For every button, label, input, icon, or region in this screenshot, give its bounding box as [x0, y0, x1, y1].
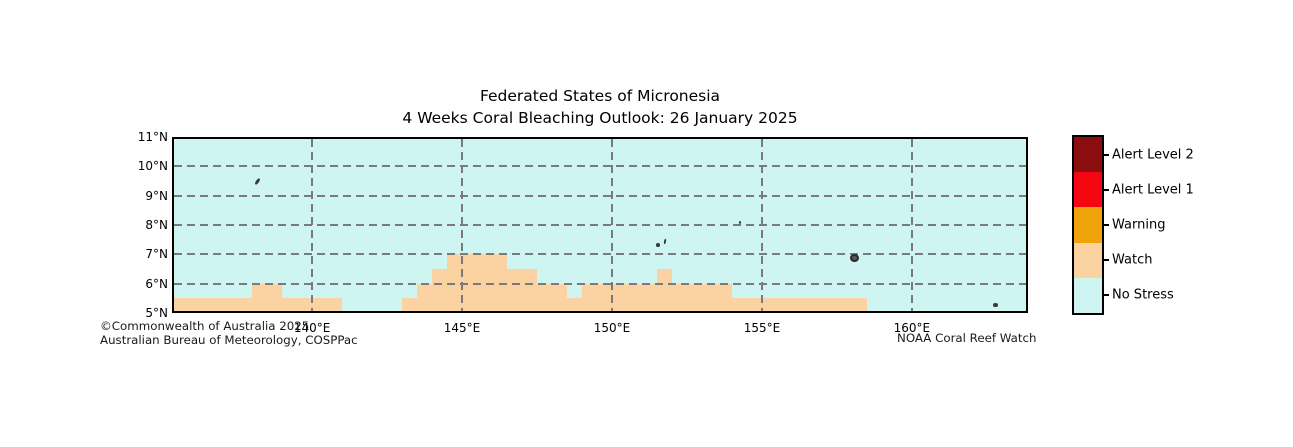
- lat-gridline: [174, 194, 1026, 197]
- map-border: [172, 137, 1028, 313]
- noaa-credit: NOAA Coral Reef Watch: [897, 331, 1037, 345]
- lat-gridline: [174, 224, 1026, 226]
- island-hall-islands: [739, 221, 742, 225]
- credit-line-1: ©Commonwealth of Australia 2025: [100, 319, 310, 333]
- lat-gridline: [174, 165, 1026, 168]
- legend-tick: [1102, 259, 1109, 262]
- watch-region-segment: [252, 283, 283, 313]
- island-kosrae: [992, 303, 998, 308]
- watch-region-segment: [582, 283, 657, 313]
- y-axis-tick-label: 9°N: [145, 188, 168, 203]
- island-pohnpei: [850, 254, 860, 263]
- lon-gridline: [311, 139, 314, 311]
- watch-region-segment: [567, 298, 582, 313]
- credit-line-2: Australian Bureau of Meteorology, COSPPa…: [100, 333, 358, 347]
- watch-region-segment: [537, 283, 567, 313]
- x-axis-tick-label: 145°E: [443, 321, 481, 335]
- legend-label: No Stress: [1112, 287, 1174, 303]
- legend-swatch-no_stress: [1074, 277, 1102, 314]
- x-axis-tick-label: 160°E: [893, 321, 931, 335]
- lat-gridline: [174, 253, 1026, 256]
- legend-colorbar: [1072, 135, 1104, 315]
- y-axis-tick-label: 6°N: [145, 276, 168, 291]
- chart-title-line1: Federated States of Micronesia: [479, 87, 721, 105]
- legend-swatch-watch: [1074, 242, 1102, 278]
- lon-gridline: [611, 139, 613, 311]
- watch-region-segment: [507, 269, 537, 313]
- watch-region-segment: [672, 283, 732, 313]
- chart-title: Federated States of Micronesia 4 Weeks C…: [172, 86, 1028, 129]
- lat-gridline: [174, 282, 1026, 285]
- legend-swatch-warning: [1074, 207, 1102, 243]
- watch-region-segment: [732, 298, 867, 313]
- x-axis-tick-label: 155°E: [743, 321, 781, 335]
- legend-label: Watch: [1112, 252, 1153, 268]
- x-axis-tick-label: 140°E: [293, 321, 331, 335]
- y-axis-tick-label: 11°N: [137, 130, 168, 144]
- watch-region-segment: [432, 269, 447, 313]
- legend-tick: [1102, 224, 1109, 226]
- island-chuuk-west: [655, 242, 660, 247]
- legend-label: Warning: [1112, 217, 1166, 233]
- watch-region-segment: [417, 283, 432, 313]
- chart-title-line2: 4 Weeks Coral Bleaching Outlook: 26 Janu…: [402, 108, 798, 127]
- x-axis-tick-label: 150°E: [593, 321, 631, 335]
- lon-gridline: [910, 139, 913, 311]
- watch-region-segment: [402, 298, 417, 313]
- legend-label: Alert Level 2: [1112, 147, 1194, 163]
- legend-label: Alert Level 1: [1112, 182, 1194, 198]
- lon-gridline: [461, 139, 463, 311]
- legend-swatch-alert_level_2: [1074, 137, 1102, 173]
- watch-region-segment: [172, 298, 253, 313]
- watch-region-segment: [657, 269, 672, 313]
- legend-tick: [1102, 188, 1109, 191]
- y-axis-tick-label: 7°N: [145, 247, 168, 262]
- y-axis-tick-label: 10°N: [137, 159, 168, 174]
- y-axis-tick-label: 5°N: [145, 306, 168, 320]
- legend-tick: [1102, 153, 1109, 156]
- y-axis-tick-label: 8°N: [145, 218, 168, 232]
- legend-swatch-alert_level_1: [1074, 172, 1102, 208]
- lon-gridline: [761, 139, 763, 311]
- legend-tick: [1102, 294, 1109, 297]
